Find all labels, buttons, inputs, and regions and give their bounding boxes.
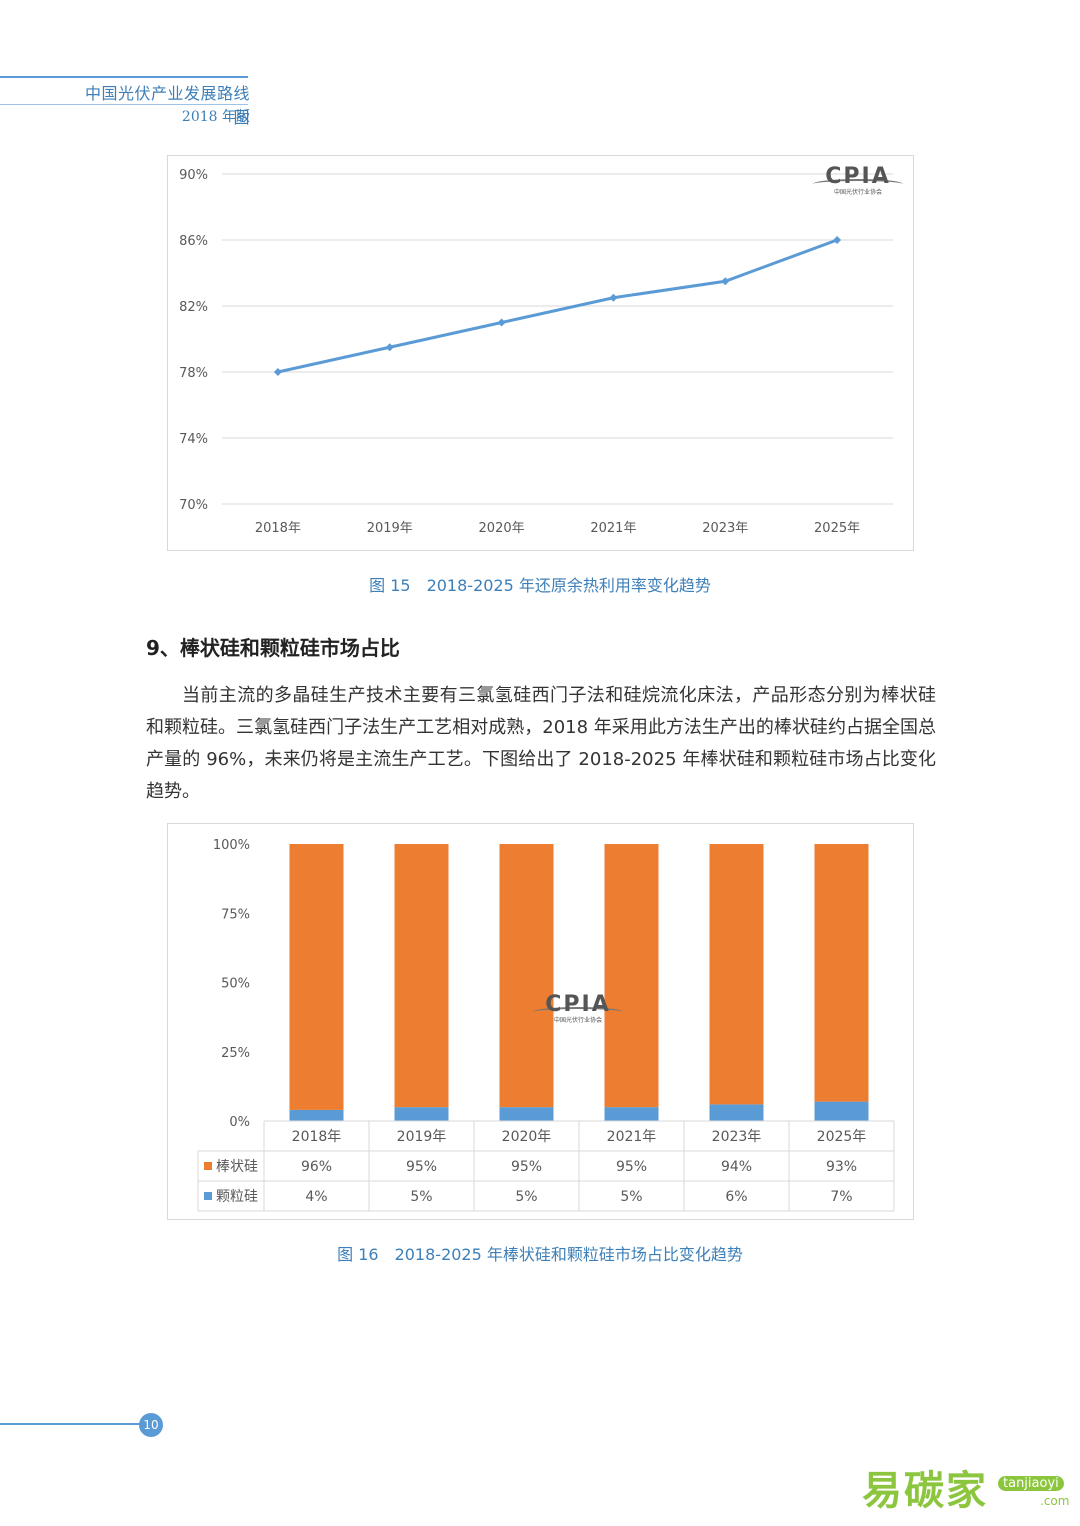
figure-16-stacked-bar-chart: 100% 75% 50% 25% 0% 2018年 2019年 2020年 2021年 2023年… — [167, 823, 914, 1220]
table-value: 95% — [511, 1159, 542, 1175]
table-value: 94% — [721, 1159, 752, 1175]
legend-label: 棒状硅 — [216, 1159, 258, 1175]
figure-16-caption: 图 16 2018-2025 年棒状硅和颗粒硅市场占比变化趋势 — [337, 1245, 743, 1264]
x-tick-label: 2023年 — [702, 521, 748, 536]
bar-segment — [814, 844, 869, 1102]
data-point — [721, 277, 730, 286]
series-line — [277, 238, 838, 374]
section-heading: 9、棒状硅和颗粒硅市场占比 — [146, 636, 400, 660]
legend-key — [204, 1162, 212, 1170]
bar-segment — [604, 1107, 659, 1121]
bar-segment — [709, 844, 764, 1105]
table-value: 4% — [305, 1189, 327, 1205]
y-tick-label: 90% — [179, 168, 208, 183]
x-tick-label: 2019年 — [397, 1129, 447, 1145]
table-value: 5% — [515, 1189, 537, 1205]
bar-chart-svg: 100% 75% 50% 25% 0% 2018年 2019年 2020年 2021年 2023年… — [197, 838, 895, 1212]
bar-segment — [289, 1109, 344, 1121]
data-point — [609, 293, 618, 302]
cpia-logo-watermark: CPIA 中国光伏行业协会 — [528, 992, 628, 1024]
y-tick-label: 82% — [179, 300, 208, 315]
y-tick-label: 0% — [229, 1115, 250, 1130]
header-top-line — [0, 76, 248, 78]
legend-key — [204, 1192, 212, 1200]
bar-segment — [289, 844, 344, 1110]
y-tick-label: 25% — [221, 1046, 250, 1061]
x-tick-label: 2018年 — [292, 1129, 342, 1145]
table-value: 96% — [301, 1159, 332, 1175]
table-value: 95% — [616, 1159, 647, 1175]
data-point — [273, 368, 282, 376]
data-point — [497, 318, 506, 327]
x-tick-label: 2018年 — [255, 521, 301, 536]
y-tick-label: 78% — [179, 366, 208, 381]
x-tick-label: 2025年 — [814, 521, 860, 536]
cpia-logo: CPIA 中国光伏行业协会 — [808, 164, 908, 196]
table-value: 5% — [410, 1189, 432, 1205]
y-tick-label: 86% — [179, 234, 208, 249]
y-tick-label: 100% — [213, 838, 250, 853]
figure-15-caption: 图 15 2018-2025 年还原余热利用率变化趋势 — [369, 576, 711, 595]
watermark-brand: 易碳家 — [862, 1468, 988, 1514]
footer-line — [0, 1423, 140, 1425]
table-value: 6% — [725, 1189, 747, 1205]
bar-segment — [394, 1107, 449, 1121]
header-divider — [0, 104, 248, 105]
bar-segment — [814, 1101, 869, 1121]
data-point — [385, 343, 394, 352]
bar-segment — [394, 844, 449, 1108]
x-tick-label: 2019年 — [367, 521, 413, 536]
x-tick-label: 2021年 — [607, 1129, 657, 1145]
site-watermark: 易碳家 tanjiaoyi .com — [862, 1458, 1072, 1518]
x-tick-label: 2025年 — [817, 1129, 867, 1145]
x-tick-label: 2023年 — [712, 1129, 762, 1145]
bar-segment — [709, 1104, 764, 1121]
bar-segment — [499, 844, 554, 1108]
watermark-tld: .com — [1040, 1494, 1070, 1508]
bar-segment — [499, 1107, 554, 1121]
data-point — [833, 236, 842, 244]
table-value: 95% — [406, 1159, 437, 1175]
y-tick-label: 70% — [179, 498, 208, 513]
table-value: 93% — [826, 1159, 857, 1175]
body-paragraph: 当前主流的多晶硅生产技术主要有三氯氢硅西门子法和硅烷流化床法，产品形态分别为棒状… — [146, 685, 936, 802]
x-tick-label: 2020年 — [479, 521, 525, 536]
legend-label: 颗粒硅 — [216, 1189, 258, 1205]
bar-segment — [604, 844, 659, 1108]
y-tick-label: 74% — [179, 432, 208, 447]
figure-15-line-chart: 90% 86% 82% 78% 74% 70% 2018年 2019年 2020年 2021年 20… — [167, 155, 914, 551]
table-value: 5% — [620, 1189, 642, 1205]
line-chart-svg: 90% 86% 82% 78% 74% 70% 2018年 2019年 2020年 2021年 20… — [179, 168, 893, 536]
x-tick-label: 2021年 — [590, 521, 636, 536]
table-value: 7% — [830, 1189, 852, 1205]
report-edition: 2018 年版 — [181, 109, 250, 125]
report-title: 中国光伏产业发展路线图 — [84, 84, 250, 127]
x-tick-label: 2020年 — [502, 1129, 552, 1145]
y-tick-label: 75% — [221, 907, 250, 922]
page-number: 10 — [139, 1413, 163, 1437]
watermark-domain: tanjiaoyi — [998, 1476, 1064, 1491]
y-tick-label: 50% — [221, 977, 250, 992]
